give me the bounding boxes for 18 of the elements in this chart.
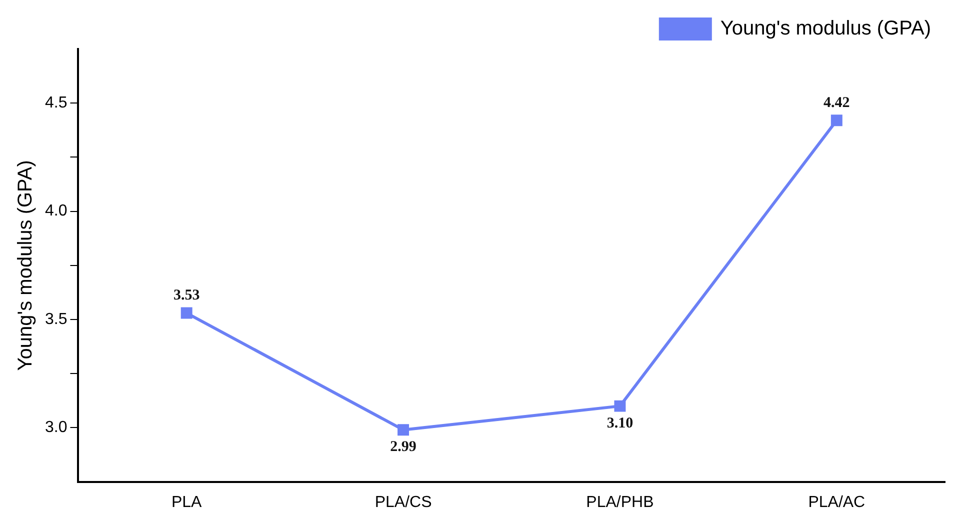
x-tick-label: PLA [171, 494, 202, 511]
data-label: 2.99 [390, 439, 416, 456]
data-label: 4.42 [824, 94, 850, 111]
point [398, 424, 410, 436]
x-tick-label: PLA/PHB [586, 494, 654, 511]
point [830, 114, 842, 126]
y-tick-label: 3.5 [44, 310, 68, 328]
y-axis-title: Young's modulus (GPA) [14, 160, 37, 371]
y-tick-label: 4.0 [44, 202, 68, 220]
y-tick-label: 3.0 [44, 419, 68, 436]
y-tick-label: 4.5 [44, 94, 68, 112]
x-tick-label: PLA/AC [808, 494, 866, 511]
x-tick-label: PLA/CS [374, 494, 432, 511]
point [180, 307, 192, 319]
data-label: 3.53 [173, 287, 200, 304]
data-label: 3.10 [606, 415, 634, 432]
point [614, 400, 626, 412]
legend-label: Young's modulus (GPA) [720, 18, 932, 40]
